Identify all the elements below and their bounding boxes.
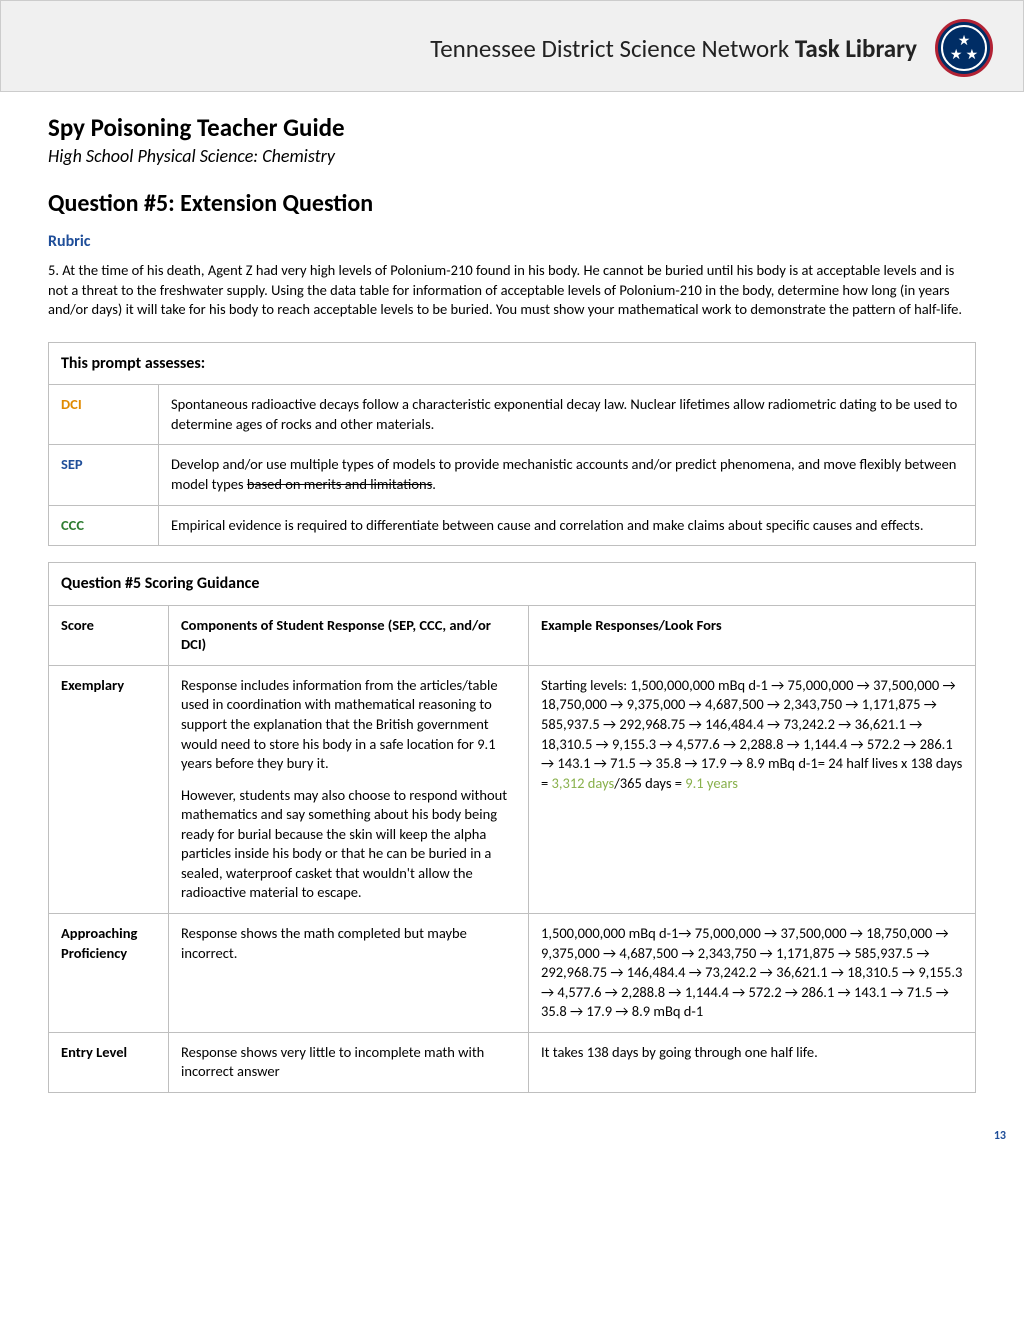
header-title-prefix: Tennessee District Science Network	[430, 33, 795, 64]
page-number: 13	[0, 1129, 1024, 1153]
comp-exemplary-p2: However, students may also choose to res…	[181, 786, 516, 903]
comp-exemplary-p1: Response includes information from the a…	[181, 676, 516, 774]
document-title: Spy Poisoning Teacher Guide	[48, 112, 976, 143]
header-title: Tennessee District Science Network Task …	[430, 33, 917, 64]
scoring-table: Question #5 Scoring Guidance Score Compo…	[48, 562, 976, 1093]
table-row: SEP Develop and/or use multiple types of…	[49, 445, 976, 505]
assess-text-sep: Develop and/or use multiple types of mod…	[159, 445, 976, 505]
tennessee-logo-icon: ★★ ★	[935, 19, 993, 77]
ex-exemplary-hl1: 3,312 days	[552, 774, 615, 792]
table-row: Exemplary Response includes information …	[49, 665, 976, 913]
scoring-col-components: Components of Student Response (SEP, CCC…	[169, 605, 529, 665]
table-row: Entry Level Response shows very little t…	[49, 1032, 976, 1092]
table-header-row: Score Components of Student Response (SE…	[49, 605, 976, 665]
scoring-col-examples: Example Responses/Look Fors	[529, 605, 976, 665]
table-row: DCI Spontaneous radioactive decays follo…	[49, 385, 976, 445]
ex-entry: It takes 138 days by going through one h…	[529, 1032, 976, 1092]
assessment-table: This prompt assesses: DCI Spontaneous ra…	[48, 342, 976, 546]
assess-label-dci: DCI	[49, 385, 159, 445]
score-approaching: Approaching Proficiency	[49, 914, 169, 1033]
rubric-heading: Rubric	[48, 232, 976, 251]
comp-entry: Response shows very little to incomplete…	[169, 1032, 529, 1092]
sep-text-strike: based on merits and limitations	[247, 475, 432, 493]
assess-text-ccc: Empirical evidence is required to differ…	[159, 505, 976, 546]
prompt-text: 5. At the time of his death, Agent Z had…	[48, 261, 976, 320]
logo-stars-icon: ★★ ★	[950, 34, 978, 62]
question-heading: Question #5: Extension Question	[48, 189, 976, 218]
ex-approaching: 1,500,000,000 mBq d-1→ 75,000,000 → 37,5…	[529, 914, 976, 1033]
scoring-header: Question #5 Scoring Guidance	[49, 563, 976, 606]
score-entry: Entry Level	[49, 1032, 169, 1092]
assess-header: This prompt assesses:	[49, 342, 976, 385]
comp-approaching: Response shows the math completed but ma…	[169, 914, 529, 1033]
header-band: Tennessee District Science Network Task …	[0, 0, 1024, 92]
assess-text-dci: Spontaneous radioactive decays follow a …	[159, 385, 976, 445]
table-row: CCC Empirical evidence is required to di…	[49, 505, 976, 546]
ex-exemplary-mid: /365 days =	[614, 774, 685, 792]
ex-exemplary-hl2: 9.1 years	[685, 774, 738, 792]
ex-exemplary: Starting levels: 1,500,000,000 mBq d-1 →…	[529, 665, 976, 913]
sep-text-post: .	[432, 475, 436, 493]
scoring-col-score: Score	[49, 605, 169, 665]
comp-exemplary: Response includes information from the a…	[169, 665, 529, 913]
table-row: Approaching Proficiency Response shows t…	[49, 914, 976, 1033]
assess-label-ccc: CCC	[49, 505, 159, 546]
score-exemplary: Exemplary	[49, 665, 169, 913]
header-title-bold: Task Library	[795, 33, 917, 64]
document-subtitle: High School Physical Science: Chemistry	[48, 145, 976, 167]
page-content: Spy Poisoning Teacher Guide High School …	[0, 92, 1024, 1129]
assess-label-sep: SEP	[49, 445, 159, 505]
